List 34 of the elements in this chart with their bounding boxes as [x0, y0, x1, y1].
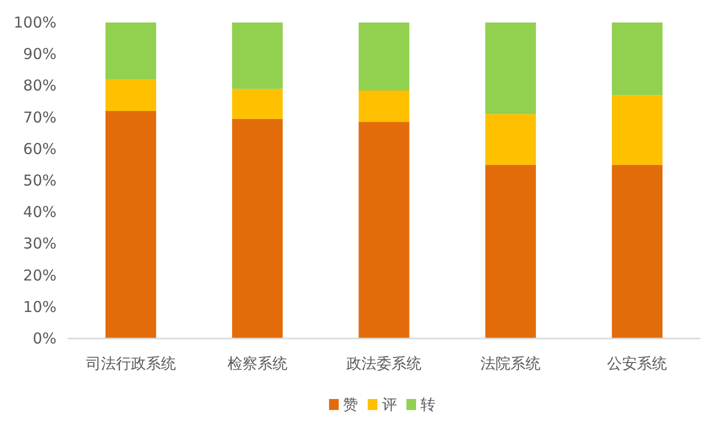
x-tick-label: 检察系统: [227, 354, 288, 372]
bar: [612, 164, 663, 338]
y-tick-label: 50%: [23, 172, 57, 190]
x-tick-label: 法院系统: [480, 354, 541, 372]
legend-label: 转: [420, 396, 436, 414]
bar: [358, 90, 410, 122]
bar: [612, 22, 663, 96]
bar: [105, 110, 156, 338]
legend-label: 评: [382, 396, 397, 414]
bar: [105, 22, 156, 80]
y-tick-label: 60%: [23, 140, 57, 158]
y-tick-label: 100%: [14, 14, 57, 32]
y-tick-label: 0%: [32, 330, 56, 348]
bar: [358, 22, 410, 90]
bar: [232, 88, 283, 119]
bar: [232, 118, 283, 338]
y-tick-label: 40%: [23, 203, 57, 222]
bar: [485, 164, 536, 338]
bar: [612, 95, 663, 165]
bar: [485, 114, 536, 165]
x-tick-label: 司法行政系统: [86, 354, 176, 372]
legend-label: 赞: [343, 396, 358, 414]
x-tick-label: 政法委系统: [346, 354, 422, 372]
bar: [485, 22, 536, 114]
bar: [358, 122, 410, 338]
y-tick-label: 30%: [23, 234, 57, 253]
y-tick-label: 20%: [23, 266, 57, 284]
y-tick-label: 90%: [23, 45, 57, 64]
bar: [232, 22, 283, 89]
bar: [105, 79, 156, 111]
y-tick-label: 80%: [23, 76, 57, 95]
x-tick-label: 公安系统: [607, 354, 668, 372]
y-tick-label: 70%: [23, 108, 57, 126]
y-tick-label: 10%: [23, 298, 57, 316]
